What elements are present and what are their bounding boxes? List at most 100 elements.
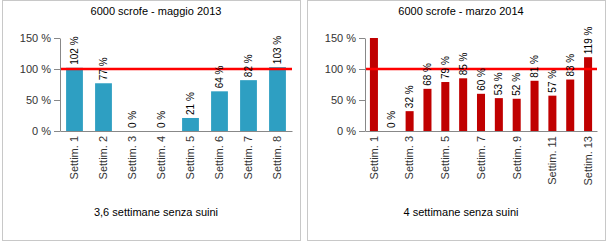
data-label: 103 %: [272, 36, 283, 64]
y-tick-label: 50 %: [331, 94, 356, 106]
x-axis-line: [366, 131, 598, 132]
bar: [182, 118, 199, 131]
y-tick: 50 %: [331, 94, 365, 106]
bar: [406, 111, 414, 131]
x-tick: Settim. 3: [126, 136, 138, 179]
x-tick-label: Settim. 3: [126, 136, 138, 179]
x-tick: Settim. 3: [403, 136, 415, 179]
bar: [211, 91, 228, 131]
y-tick-mark: [359, 69, 365, 70]
y-tick-label: 100 %: [20, 63, 51, 75]
x-tick-label: Settim. 4: [155, 136, 167, 179]
data-label: 0 %: [127, 111, 138, 128]
bar: [269, 67, 286, 131]
y-tick-mark: [54, 100, 60, 101]
bar: [566, 80, 574, 131]
title: 6000 scrofe - maggio 2013: [91, 5, 222, 17]
x-tick-label: Settim. 6: [213, 136, 225, 179]
data-label: 82 %: [243, 54, 254, 77]
x-tick-label: Settim. 1: [68, 136, 80, 179]
y-tick-mark: [359, 100, 365, 101]
x-tick-label: Settim. 7: [475, 136, 487, 179]
data-label: 52 %: [511, 73, 522, 96]
data-label: 119 %: [583, 26, 594, 54]
x-tick: Settim. 1: [68, 136, 80, 179]
x-tick: Settim. 8: [271, 136, 283, 179]
data-label: 32 %: [404, 85, 415, 108]
x-tick: Settim. 5: [184, 136, 196, 179]
x-tick-label: Settim. 5: [439, 136, 451, 179]
chart-border: [3, 1, 301, 241]
x-tick: Settim. 4: [155, 136, 167, 179]
y-tick: 50 %: [26, 94, 60, 106]
bar: [477, 94, 485, 131]
data-label: 77 %: [98, 57, 109, 80]
bar: [548, 96, 556, 131]
x-tick-label: Settim. 8: [271, 136, 283, 179]
x-tick: Settim. 13: [582, 136, 594, 186]
x-tick: Settim. 6: [213, 136, 225, 179]
plot-marks: [365, 38, 597, 131]
y-tick-mark: [54, 69, 60, 70]
bar: [240, 80, 257, 131]
reference-line: [60, 68, 292, 71]
bar: [153, 131, 170, 132]
x-tick: Settim. 1: [368, 136, 380, 179]
data-label: 57 %: [547, 70, 558, 93]
y-tick-label: 0 %: [337, 125, 356, 137]
x-tick-label: Settim. 11: [546, 136, 558, 185]
y-tick-label: 150 %: [20, 32, 51, 44]
data-label: 79 %: [440, 56, 451, 79]
x-tick-label: Settim. 7: [242, 136, 254, 179]
subtitle: 4 settimane senza suini: [404, 206, 519, 218]
y-tick-mark: [54, 38, 60, 39]
x-tick-label: Settim. 2: [97, 136, 109, 179]
y-tick: 100 %: [325, 63, 365, 75]
y-tick-mark: [359, 131, 365, 132]
chart-border: [308, 1, 606, 241]
bar: [423, 89, 431, 131]
x-tick-label: Settim. 5: [184, 136, 196, 179]
x-tick: Settim. 2: [97, 136, 109, 179]
x-tick-label: Settim. 1: [368, 136, 380, 179]
x-tick: Settim. 5: [439, 136, 451, 179]
y-axis-line: [60, 39, 61, 132]
y-tick-mark: [54, 131, 60, 132]
x-tick: Settim. 7: [242, 136, 254, 179]
y-axis: 0 % 50 % 100 % 150 %: [325, 32, 366, 137]
bar: [441, 82, 449, 131]
bar: [388, 131, 396, 132]
x-axis: Settim. 1 Settim. 2 Settim. 3 Settim. 4 Sett…: [61, 132, 293, 180]
x-tick-label: Settim. 3: [403, 136, 415, 179]
y-tick-label: 150 %: [325, 32, 356, 44]
data-label: 102 %: [69, 36, 80, 64]
title: 6000 scrofe - marzo 2014: [398, 5, 523, 17]
bar: [95, 83, 112, 131]
data-label: 53 %: [493, 72, 504, 95]
x-tick: Settim. 9: [511, 136, 523, 179]
chart: 6000 scrofe - marzo 2014 4 settimane senz…: [308, 1, 606, 241]
figure: 6000 scrofe - maggio 2013 3,6 settimane s…: [0, 0, 610, 242]
plot-marks: [60, 67, 292, 131]
bar: [370, 38, 378, 131]
y-tick: 150 %: [325, 32, 365, 44]
y-tick: 0 %: [337, 125, 365, 137]
x-tick-label: Settim. 9: [511, 136, 523, 179]
x-tick: Settim. 11: [546, 136, 558, 185]
data-labels: 0 %32 %68 %79 %85 %60 %53 %52 %81 %57 %8…: [386, 26, 593, 128]
bar: [124, 131, 141, 132]
data-label: 60 %: [476, 68, 487, 91]
data-label: 64 %: [214, 65, 225, 88]
data-label: 0 %: [386, 111, 397, 128]
bar: [513, 99, 521, 131]
data-label: 21 %: [185, 92, 196, 115]
subtitle: 3,6 settimane senza suini: [94, 206, 218, 218]
y-tick-label: 100 %: [325, 63, 356, 75]
bar: [459, 78, 467, 131]
bar: [531, 81, 539, 131]
y-axis: 0 %50 %100 %150 %: [20, 32, 61, 137]
bar: [495, 98, 503, 131]
data-label: 81 %: [529, 55, 540, 78]
chart: 6000 scrofe - maggio 2013 3,6 settimane s…: [3, 1, 301, 241]
y-tick: 150 %: [20, 32, 60, 44]
